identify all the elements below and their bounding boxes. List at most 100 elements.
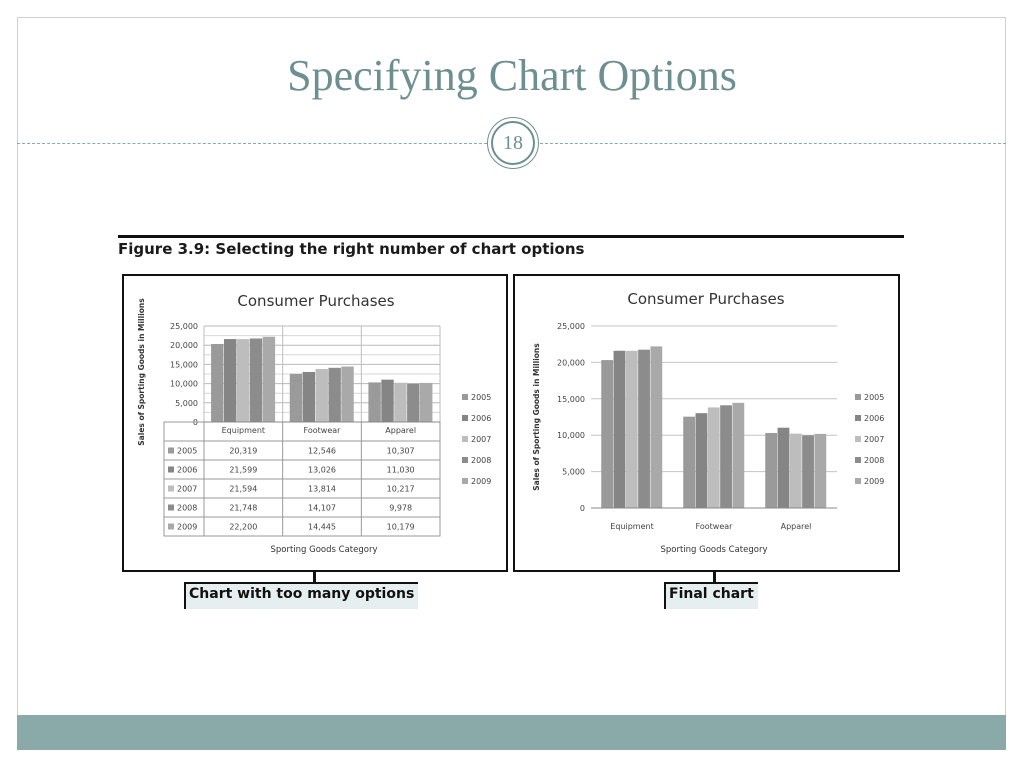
y-tick-label: 0 [580, 504, 585, 513]
legend-label-2006: 2006 [864, 414, 884, 423]
bar-2008-footwear [720, 405, 732, 508]
x-category-label: Equipment [222, 426, 265, 435]
data-table-legend-key [168, 447, 174, 454]
y-tick-label: 20,000 [170, 341, 198, 350]
y-tick-label: 15,000 [170, 360, 198, 369]
data-table-series-name: 2009 [177, 523, 197, 532]
bar-2009-equipment [262, 336, 276, 422]
bar-2007-equipment [625, 350, 638, 508]
bar-2006-apparel [777, 427, 790, 508]
bar-2007-footwear [315, 368, 328, 422]
legend-swatch-2005 [462, 394, 468, 400]
legend-swatch-2008 [855, 457, 861, 463]
x-category-label: Equipment [610, 522, 653, 531]
bar-2006-equipment [613, 350, 626, 508]
x-axis-title: Sporting Goods Category [660, 545, 767, 555]
data-table-cell: 20,319 [229, 447, 257, 456]
bar-2005-footwear [683, 416, 696, 508]
bar-2005-apparel [368, 382, 381, 422]
y-tick-label: 5,000 [562, 468, 585, 477]
y-tick-label: 25,000 [170, 322, 198, 331]
data-table-cell: 21,599 [229, 466, 257, 475]
legend-swatch-2009 [462, 478, 468, 484]
legend-swatch-2008 [462, 457, 468, 463]
legend-label-2005: 2005 [864, 393, 884, 402]
legend-swatch-2007 [855, 436, 861, 442]
bar-2006-footwear [302, 371, 316, 422]
title-divider-right [540, 143, 1006, 144]
bar-2007-apparel [789, 433, 802, 508]
data-table-series-name: 2008 [177, 504, 197, 513]
bar-2009-footwear [732, 402, 745, 508]
y-axis-title: Sales of Sporting Goods in Millions [137, 298, 146, 446]
slide-footer-band [17, 715, 1006, 750]
y-tick-label: 5,000 [175, 399, 198, 408]
legend-label-2005: 2005 [471, 393, 491, 402]
data-table-cell: 13,026 [308, 466, 336, 475]
bar-2008-equipment [638, 349, 650, 508]
figure-caption: Figure 3.9: Selecting the right number o… [118, 240, 585, 258]
data-table-series-name: 2005 [177, 447, 197, 456]
y-tick-label: 15,000 [557, 395, 585, 404]
figure-top-rule [118, 235, 904, 238]
data-table-cell: 11,030 [387, 466, 415, 475]
x-category-label: Footwear [696, 522, 734, 531]
x-axis-title: Sporting Goods Category [270, 545, 377, 555]
x-category-label: Footwear [304, 426, 342, 435]
chart-final: Consumer Purchases 0 5,000 10,000 15,000 20,0… [532, 290, 884, 555]
bar-2007-footwear [707, 407, 720, 508]
legend-label-2007: 2007 [864, 435, 884, 444]
legend-swatch-2006 [855, 415, 861, 421]
y-tick-label: 10,000 [170, 380, 198, 389]
bar-2008-equipment [249, 338, 263, 422]
callout-final-chart: Final chart [664, 582, 758, 609]
bar-2009-footwear [341, 366, 354, 422]
legend-swatch-2009 [855, 478, 861, 484]
legend-swatch-2006 [462, 415, 468, 421]
x-category-label: Apparel [781, 522, 812, 531]
bar-2008-apparel [407, 383, 420, 422]
data-table-cell: 14,107 [308, 504, 336, 513]
data-table-cell: 21,748 [229, 504, 257, 513]
y-tick-label: 25,000 [557, 322, 585, 331]
bar-2005-equipment [601, 360, 614, 508]
legend-swatch-2005 [855, 394, 861, 400]
y-tick-label: 10,000 [557, 431, 585, 440]
bar-2007-equipment [236, 339, 250, 422]
legend-label-2009: 2009 [864, 477, 884, 486]
data-table-cell: 13,814 [308, 485, 336, 494]
y-axis-title: Sales of Sporting Goods in Millions [532, 343, 541, 491]
callout-too-many-options: Chart with too many options [184, 582, 419, 609]
chart-too-many-options: Consumer Purchases05,00010,00015,00020,0… [137, 292, 491, 555]
bar-2008-footwear [328, 367, 341, 422]
bar-2006-equipment [223, 339, 237, 422]
bar-2008-apparel [802, 435, 814, 508]
bar-2006-footwear [695, 413, 708, 508]
data-table-cell: 10,307 [387, 447, 415, 456]
title-divider-left [17, 143, 487, 144]
bar-2005-equipment [211, 343, 224, 422]
bar-2005-footwear [289, 373, 303, 422]
bar-2009-equipment [650, 346, 663, 508]
callout-connector-left [313, 572, 316, 583]
bar-2007-apparel [394, 382, 407, 422]
bar-2009-apparel [814, 433, 827, 508]
chart-panel-final: Consumer Purchases 0 5,000 10,000 15,000 20,0… [513, 274, 900, 572]
chart-panel-too-many-options: Consumer Purchases 0 5,000 10,000 15,000 20,0… [122, 274, 508, 572]
data-table-legend-key [168, 466, 174, 473]
chart-title: Consumer Purchases [237, 292, 394, 310]
bar-2009-apparel [420, 382, 433, 422]
bar-2006-apparel [381, 379, 394, 422]
legend-label-2006: 2006 [471, 414, 491, 423]
data-table-cell: 12,546 [308, 447, 336, 456]
data-table-cell: 10,217 [387, 485, 415, 494]
data-table-legend-key [168, 485, 174, 492]
legend-swatch-2007 [462, 436, 468, 442]
legend-label-2008: 2008 [471, 456, 491, 465]
data-table-series-name: 2006 [177, 466, 197, 475]
data-table-cell: 21,594 [229, 485, 257, 494]
data-table-series-name: 2007 [177, 485, 197, 494]
slide-title: Specifying Chart Options [287, 51, 737, 100]
data-table-legend-key [168, 523, 174, 530]
legend-label-2008: 2008 [864, 456, 884, 465]
